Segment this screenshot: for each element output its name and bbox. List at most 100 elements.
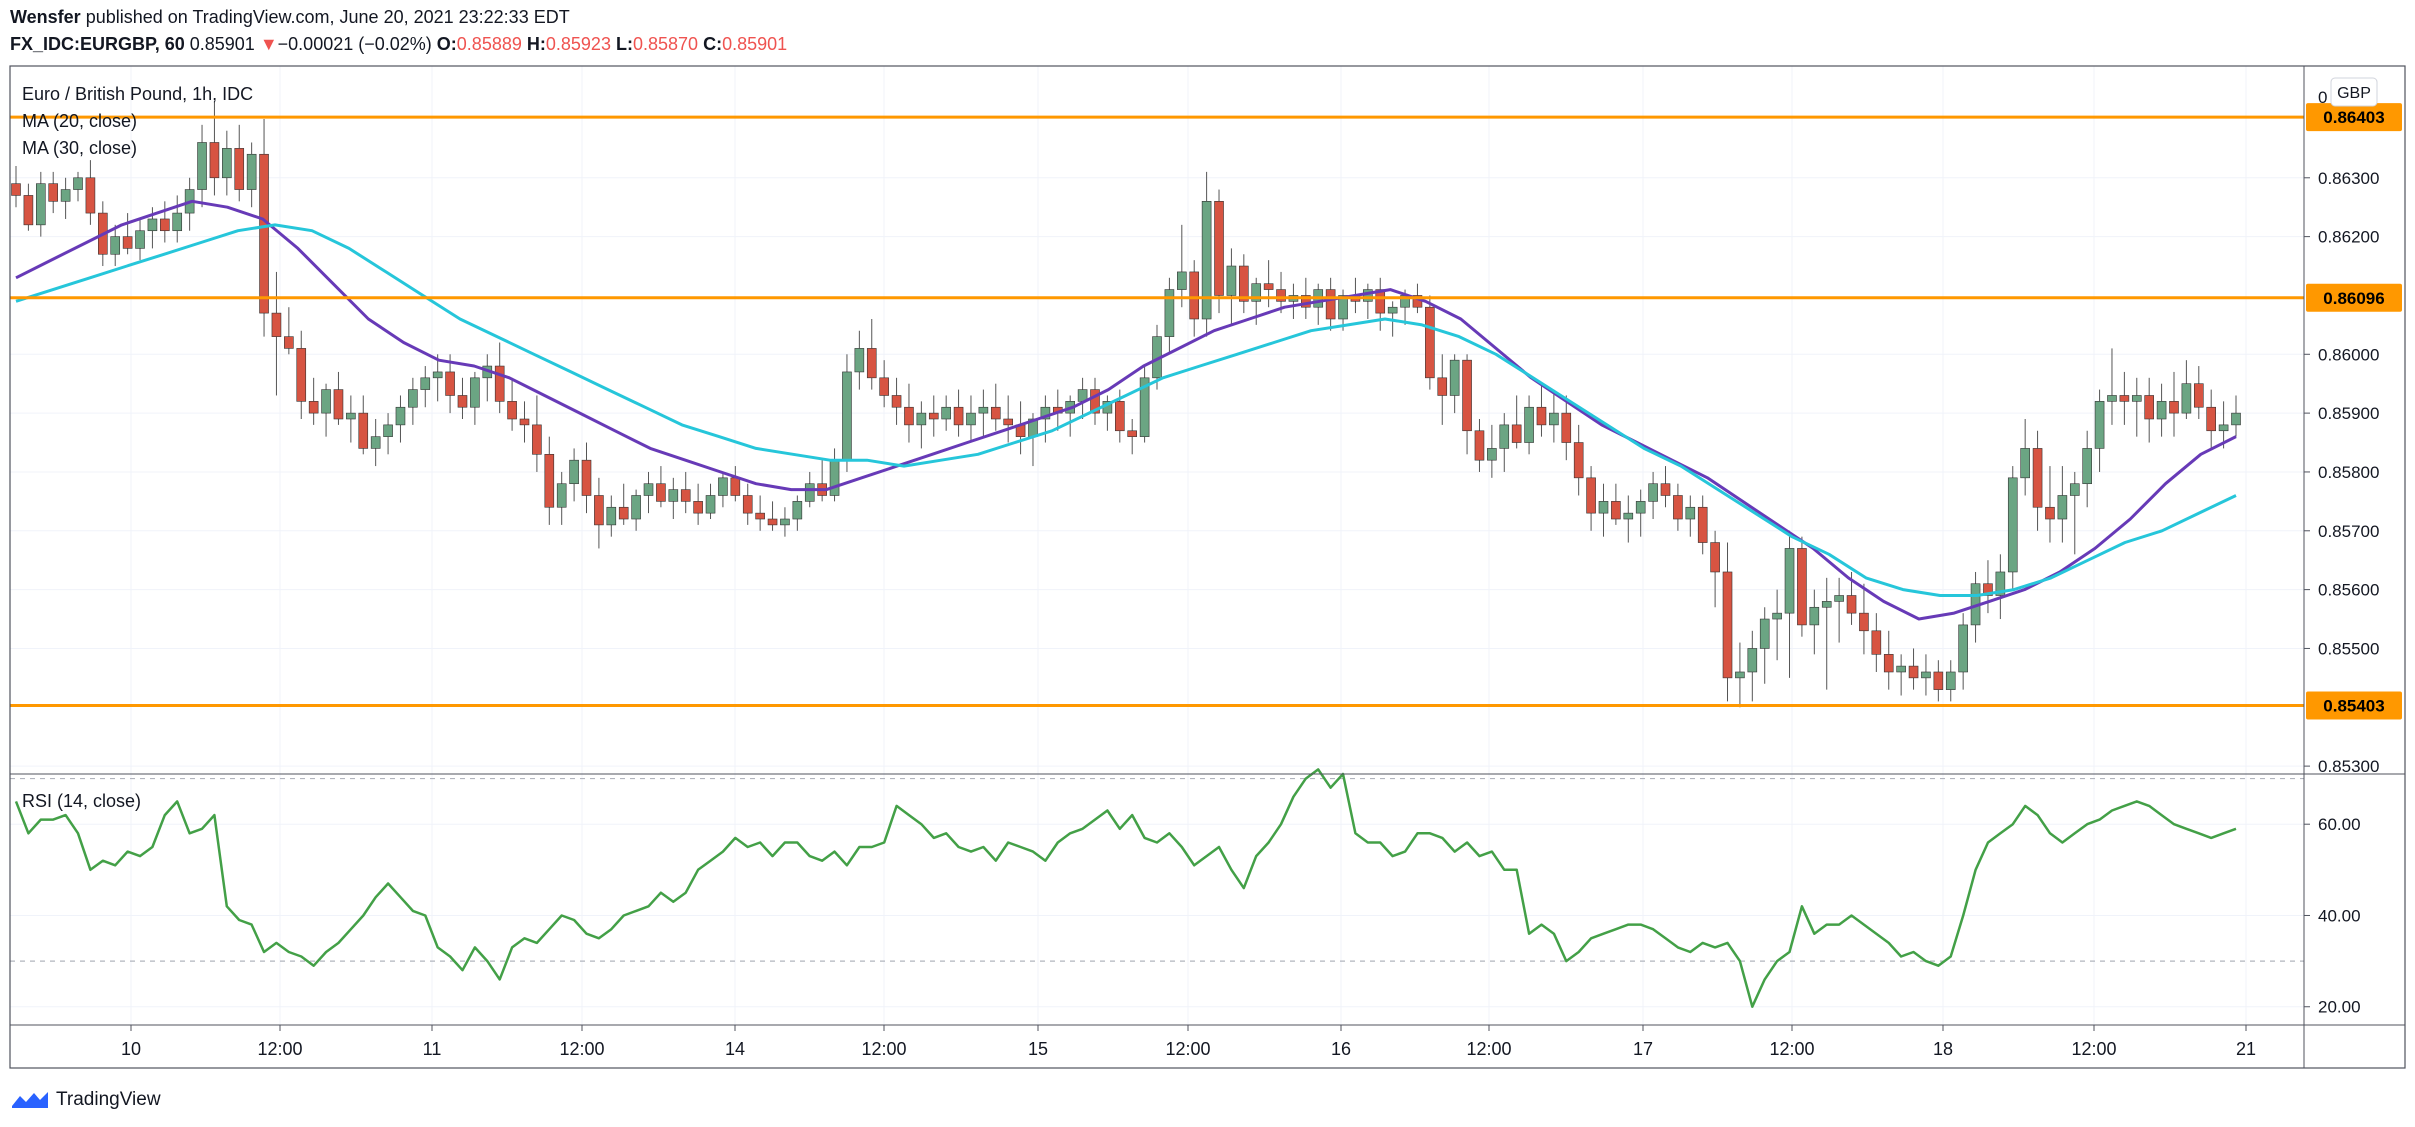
candle-down: [693, 501, 703, 514]
tradingview-logo-icon: [12, 1092, 48, 1108]
candle-up: [1821, 601, 1832, 608]
candle-down: [879, 377, 889, 396]
candle-up: [941, 406, 951, 420]
candle-down: [2144, 395, 2154, 420]
ma20-legend[interactable]: MA (20, close): [22, 111, 137, 131]
candle-down: [2206, 406, 2216, 432]
candle-down: [1611, 501, 1621, 520]
candle-up: [1499, 424, 1510, 449]
candle-up: [854, 348, 865, 373]
x-tick-label: 12:00: [1769, 1039, 1814, 1059]
brand-name: TradingView: [56, 1089, 161, 1110]
rsi-tick-label: 60.00: [2318, 815, 2361, 834]
candle-up: [1958, 624, 1968, 673]
x-tick-label: 15: [1028, 1039, 1048, 1059]
candle-up: [1487, 448, 1497, 461]
rsi-line: [14, 768, 2237, 1008]
close-label: C:: [703, 34, 723, 54]
candle-up: [2057, 495, 2068, 520]
level-price-tag: [2306, 103, 2402, 132]
candle-up: [1040, 406, 1051, 420]
candle-up: [569, 459, 579, 485]
last-price: 0.85901: [189, 34, 255, 54]
y-tick-label-partial: 0: [2318, 88, 2327, 107]
chart-border: [9, 65, 2406, 1069]
candle-down: [284, 336, 294, 349]
y-tick-label: 0.85500: [2318, 639, 2379, 658]
symbol-label: FX_IDC:EURGBP, 60: [10, 34, 185, 54]
candle-up: [222, 148, 232, 179]
published-text: published on TradingView.com, June 20, 2…: [80, 7, 570, 27]
candle-up: [321, 389, 331, 414]
candle-down: [85, 177, 96, 214]
candle-up: [556, 483, 567, 508]
legend: Euro / British Pound, 1h, IDC MA (20, cl…: [22, 84, 253, 811]
candle-up: [1226, 265, 1237, 296]
candle-down: [1710, 542, 1720, 573]
candle-up: [2156, 401, 2167, 420]
axes: 10 12:00 11 12:00 14 12:00 15 12:00 16 12:00 17 12:…: [9, 65, 2406, 1069]
candle-down: [1375, 289, 1386, 314]
candle-down: [1239, 265, 1249, 302]
candle-down: [2193, 383, 2204, 408]
open-value: 0.85889: [456, 34, 522, 54]
candle-down: [891, 395, 902, 408]
tradingview-brand[interactable]: TradingView: [10, 1086, 161, 1114]
candle-up: [1139, 377, 1150, 437]
y-tick-label: 0.85700: [2318, 522, 2379, 541]
rsi-tick-label: 20.00: [2318, 998, 2361, 1017]
candle-down: [358, 412, 369, 449]
currency-badge[interactable]: GBP: [2330, 77, 2378, 107]
candle-down: [730, 477, 741, 496]
candle-up: [1387, 306, 1398, 314]
candle-up: [1177, 271, 1187, 290]
down-arrow-icon: ▼: [259, 34, 278, 54]
candle-down: [544, 453, 555, 508]
candle-up: [1549, 412, 1559, 426]
ma20-line: [15, 199, 2237, 621]
candle-down: [445, 371, 455, 396]
x-tick-label: 17: [1633, 1039, 1653, 1059]
moving-averages: [15, 199, 2237, 621]
candle-down: [457, 395, 468, 408]
candle-up: [172, 212, 183, 232]
x-tick-label: 14: [725, 1039, 745, 1059]
candle-up: [1772, 612, 1782, 620]
candle-down: [519, 418, 530, 426]
candle-up: [631, 495, 641, 520]
candle-down: [618, 506, 629, 520]
candle-down: [656, 483, 666, 502]
candle-up: [470, 377, 480, 408]
candle-down: [1586, 477, 1596, 514]
y-tick-label: 0.85800: [2318, 463, 2379, 482]
x-tick-label: 12:00: [2071, 1039, 2116, 1059]
candle-up: [1809, 606, 1820, 626]
candle-up: [842, 371, 852, 461]
candle-up: [2082, 448, 2092, 485]
candle-down: [1263, 283, 1274, 290]
candle-down: [2032, 448, 2043, 508]
author-name[interactable]: Wensfer: [10, 7, 81, 27]
candle-up: [2094, 401, 2105, 449]
candle-up: [718, 477, 728, 496]
ma30-legend[interactable]: MA (30, close): [22, 138, 137, 158]
candle-up: [792, 501, 803, 520]
candle-down: [1003, 418, 1013, 426]
rsi-legend[interactable]: RSI (14, close): [22, 791, 141, 811]
level-price-tag: [2306, 691, 2402, 720]
candle-up: [829, 459, 840, 496]
candle-up: [420, 377, 431, 390]
candle-down: [209, 142, 220, 179]
high-value: 0.85923: [545, 34, 611, 54]
candle-down: [1325, 289, 1336, 320]
horizontal-levels[interactable]: 0.86403 0.86096 0.85403: [10, 103, 2402, 720]
candle-down: [2169, 401, 2179, 414]
candle-down: [1859, 612, 1869, 632]
candle-down: [1933, 671, 1944, 690]
candle-down: [1673, 495, 1683, 520]
candle-up: [1995, 571, 2006, 596]
candle-up: [1251, 283, 1262, 302]
candle-down: [1090, 389, 1100, 414]
candle-up: [135, 230, 145, 249]
